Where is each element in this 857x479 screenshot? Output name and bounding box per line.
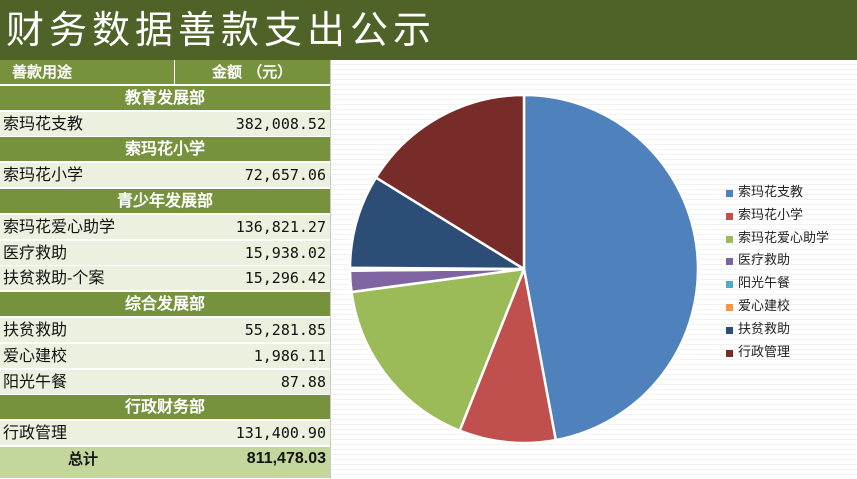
legend-label: 索玛花支教	[738, 185, 804, 200]
header-divider	[174, 60, 175, 84]
table-row: 索玛花支教 382,008.52	[0, 111, 330, 137]
pie-chart	[348, 93, 700, 445]
item-name: 阳光午餐	[3, 371, 68, 391]
table-row: 行政管理 131,400.90	[0, 421, 330, 447]
pie-slice-1	[522, 93, 700, 442]
section-header-row: 青少年发展部	[0, 189, 330, 214]
pie-slice-2	[458, 267, 558, 445]
item-amount: 382,008.52	[235, 114, 326, 133]
page-title: 财务数据善款支出公示	[6, 8, 437, 52]
section-header-row: 索玛花小学	[0, 137, 330, 163]
legend-swatch	[726, 190, 733, 197]
section-title: 教育发展部	[124, 87, 205, 107]
item-amount: 15,938.02	[244, 243, 326, 262]
legend-label: 扶贫救助	[738, 321, 791, 337]
table-row: 阳光午餐 87.88	[0, 369, 330, 395]
item-amount: 136,821.27	[235, 217, 326, 236]
legend-swatch	[726, 303, 733, 311]
legend-item: 索玛花爱心助学	[724, 228, 854, 251]
item-name: 扶贫救助-个案	[3, 268, 105, 288]
table-header-row: 善款用途 金额 （元）	[0, 60, 330, 85]
item-amount: 72,657.06	[244, 166, 326, 185]
total-amount: 811,478.03	[246, 450, 326, 467]
total-row: 总计 811,478.03	[0, 447, 330, 479]
table-row: 扶贫救助 55,281.85	[0, 318, 330, 343]
item-amount: 87.88	[280, 372, 326, 391]
item-name: 扶贫救助	[3, 320, 68, 339]
section-title: 综合发展部	[124, 294, 205, 314]
table-row: 扶贫救助-个案 15,296.42	[0, 266, 330, 292]
legend-swatch	[726, 281, 733, 289]
item-name: 索玛花爱心助学	[3, 216, 116, 236]
item-amount: 1,986.11	[253, 346, 326, 365]
table-row: 爱心建校 1,986.11	[0, 343, 330, 369]
section-title: 行政财务部	[124, 397, 205, 417]
legend-label: 行政管理	[738, 344, 791, 360]
section-header-row: 综合发展部	[0, 292, 330, 318]
pie-slice-8	[374, 93, 526, 271]
pie-slice-3	[350, 267, 526, 432]
legend-item: 扶贫救助	[724, 319, 854, 342]
table-row: 索玛花爱心助学 136,821.27	[0, 214, 330, 240]
legend-swatch	[726, 258, 733, 266]
legend-item: 索玛花小学	[724, 205, 854, 228]
legend-item: 阳光午餐	[724, 273, 854, 296]
title-bar: 财务数据善款支出公示	[0, 0, 857, 60]
legend-label: 索玛花爱心助学	[738, 230, 830, 246]
legend-swatch	[726, 349, 733, 357]
legend-label: 爱心建校	[738, 298, 791, 314]
legend-label: 阳光午餐	[738, 276, 791, 292]
item-name: 索玛花小学	[3, 165, 84, 185]
expense-table: 善款用途 金额 （元） 教育发展部 索玛花支教 382,008.52 索玛花小学 索玛花小学…	[0, 60, 331, 479]
item-amount: 131,400.90	[235, 424, 326, 443]
legend-swatch	[726, 235, 733, 243]
pie-slice-7	[348, 176, 526, 271]
section-header-row: 行政财务部	[0, 395, 330, 421]
chart-legend: 索玛花支教索玛花小学索玛花爱心助学 医疗救助阳光午餐爱心建校扶贫救助行政管理	[724, 182, 854, 364]
item-name: 行政管理	[3, 423, 68, 443]
legend-item: 行政管理	[724, 342, 854, 365]
total-label: 总计	[68, 450, 99, 468]
item-name: 医疗救助	[3, 242, 68, 262]
item-name: 索玛花支教	[3, 113, 84, 133]
table-row: 索玛花小学 72,657.06	[0, 163, 330, 189]
section-title: 青少年发展部	[116, 191, 213, 210]
legend-swatch	[726, 212, 733, 220]
item-amount: 55,281.85	[244, 321, 326, 339]
item-amount: 15,296.42	[244, 269, 326, 288]
legend-item: 索玛花支教	[724, 182, 854, 205]
legend-swatch	[726, 326, 733, 334]
item-name: 爱心建校	[3, 345, 68, 365]
table-row: 医疗救助 15,938.02	[0, 240, 330, 266]
section-header-row: 教育发展部	[0, 85, 330, 111]
legend-item: 爱心建校	[724, 296, 854, 319]
header-purpose: 善款用途	[12, 63, 73, 81]
legend-item: 医疗救助	[724, 250, 854, 273]
header-amount: 金额 （元）	[212, 63, 293, 81]
section-title: 索玛花小学	[124, 139, 205, 159]
legend-label: 索玛花小学	[738, 207, 804, 223]
legend-label: 医疗救助	[738, 253, 791, 269]
